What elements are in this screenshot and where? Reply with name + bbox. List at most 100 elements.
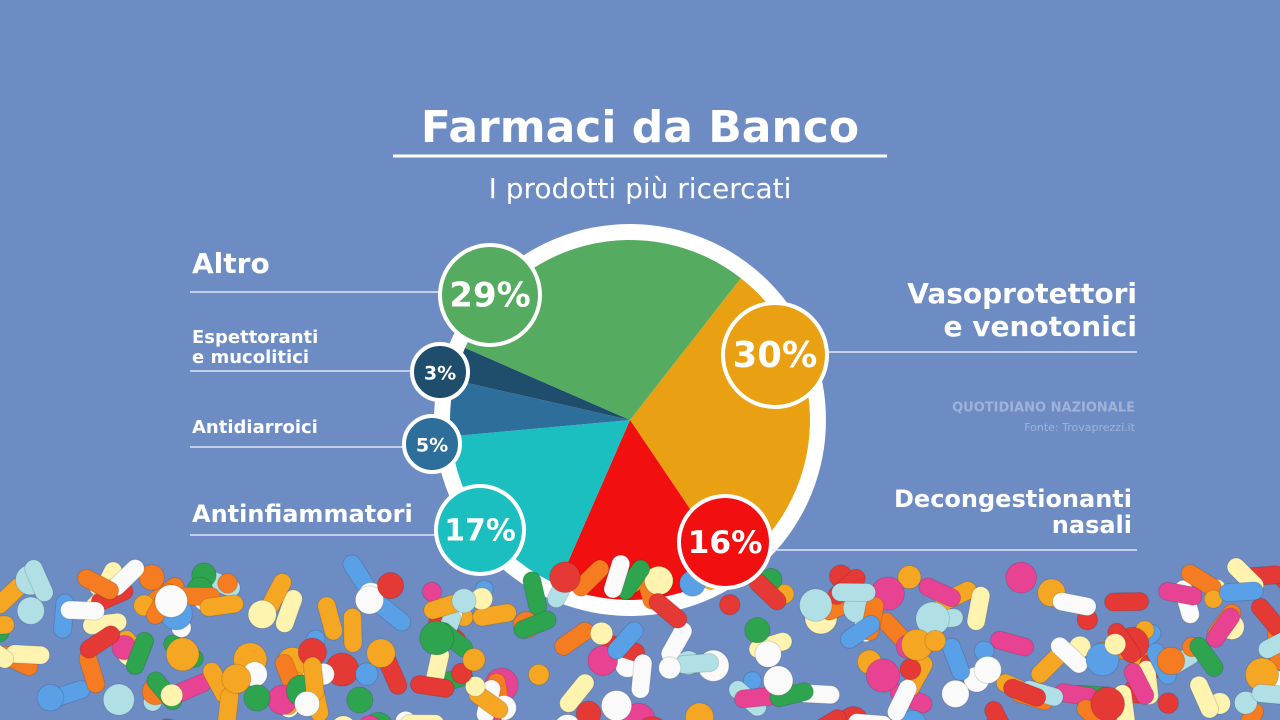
capsule bbox=[847, 713, 893, 720]
capsule bbox=[648, 592, 688, 629]
chart-subtitle: I prodotti più ricercati bbox=[489, 172, 792, 205]
category-label: Vasoprotettori e venotonici bbox=[907, 277, 1137, 343]
capsule bbox=[1189, 636, 1224, 677]
capsule bbox=[1218, 581, 1264, 603]
pie-slice bbox=[450, 380, 630, 437]
pill bbox=[658, 656, 682, 680]
pill bbox=[798, 588, 833, 622]
pill bbox=[36, 683, 65, 712]
capsule bbox=[886, 679, 918, 720]
capsule bbox=[840, 614, 881, 649]
capsule bbox=[831, 582, 877, 602]
capsule bbox=[199, 594, 244, 617]
pill bbox=[865, 658, 901, 693]
category-label: Antidiarroici bbox=[192, 417, 318, 438]
capsule bbox=[966, 586, 991, 631]
pill bbox=[527, 663, 550, 686]
pill bbox=[359, 714, 380, 720]
capsule bbox=[1251, 683, 1280, 705]
pie-slice bbox=[450, 420, 630, 585]
pill bbox=[217, 572, 238, 594]
capsule bbox=[1002, 678, 1047, 707]
pill bbox=[899, 658, 922, 681]
pie-slice bbox=[454, 347, 630, 420]
pill bbox=[102, 683, 135, 716]
capsule bbox=[603, 554, 631, 599]
value-label: 17% bbox=[444, 514, 516, 549]
pill bbox=[924, 629, 947, 652]
pill bbox=[941, 679, 970, 709]
pill bbox=[1156, 646, 1186, 676]
pill bbox=[973, 655, 1002, 685]
capsule bbox=[1257, 627, 1280, 659]
pill bbox=[346, 686, 374, 714]
pill bbox=[754, 640, 782, 668]
capsule bbox=[125, 631, 155, 675]
capsule bbox=[554, 621, 595, 656]
capsule bbox=[674, 653, 720, 675]
value-label: 3% bbox=[424, 363, 456, 385]
category-label: Antinfiammatori bbox=[192, 500, 413, 528]
source-brand: QUOTIDIANO NAZIONALE bbox=[952, 401, 1135, 416]
value-bubble bbox=[402, 414, 462, 474]
pill bbox=[575, 700, 602, 720]
pill bbox=[549, 561, 581, 594]
value-bubble bbox=[677, 494, 773, 590]
pill bbox=[763, 665, 794, 696]
capsule bbox=[1189, 675, 1220, 719]
pill bbox=[354, 662, 379, 686]
pill bbox=[462, 647, 486, 672]
capsule bbox=[1104, 592, 1150, 612]
pill bbox=[589, 621, 614, 646]
category-label: Espettoranti e mucolitici bbox=[192, 327, 318, 368]
capsule bbox=[1158, 581, 1203, 606]
capsule bbox=[409, 674, 455, 698]
pill bbox=[600, 689, 633, 720]
pill bbox=[354, 585, 385, 615]
pill bbox=[684, 702, 715, 720]
capsule bbox=[805, 709, 848, 720]
value-label: 16% bbox=[688, 525, 763, 561]
capsule bbox=[0, 634, 15, 669]
value-bubble bbox=[438, 243, 542, 347]
capsule bbox=[342, 607, 363, 653]
pill bbox=[451, 588, 477, 614]
pill bbox=[419, 620, 455, 656]
source: Fonte: Trovaprezzi.it bbox=[1024, 421, 1135, 434]
pill bbox=[556, 714, 579, 720]
chart-title: Farmaci da Banco bbox=[421, 102, 859, 153]
category-label: Altro bbox=[192, 247, 270, 280]
capsule bbox=[1250, 597, 1280, 637]
value-bubble bbox=[434, 484, 526, 576]
pill bbox=[243, 684, 271, 712]
pill bbox=[744, 617, 771, 644]
capsule bbox=[0, 615, 15, 636]
pill bbox=[897, 565, 922, 590]
pill bbox=[464, 675, 486, 697]
pill bbox=[16, 596, 45, 625]
pill bbox=[165, 637, 200, 672]
capsule bbox=[79, 625, 121, 659]
capsule bbox=[984, 700, 1015, 720]
pill bbox=[138, 564, 165, 591]
pill bbox=[1157, 692, 1179, 714]
capsule bbox=[559, 673, 595, 713]
capsule bbox=[60, 600, 106, 621]
pill bbox=[1090, 686, 1126, 720]
pill bbox=[247, 599, 277, 629]
capsule bbox=[607, 621, 644, 660]
value-label: 5% bbox=[416, 435, 448, 457]
pill bbox=[1005, 561, 1038, 594]
capsule bbox=[1205, 607, 1241, 648]
capsule bbox=[24, 559, 54, 603]
capsule bbox=[942, 637, 971, 682]
capsule bbox=[571, 559, 610, 597]
pill bbox=[900, 709, 926, 720]
capsule bbox=[513, 610, 557, 640]
pill bbox=[719, 593, 741, 616]
value-label: 30% bbox=[733, 335, 818, 376]
pill bbox=[294, 690, 321, 717]
pill bbox=[221, 663, 252, 694]
pill bbox=[1233, 690, 1258, 715]
